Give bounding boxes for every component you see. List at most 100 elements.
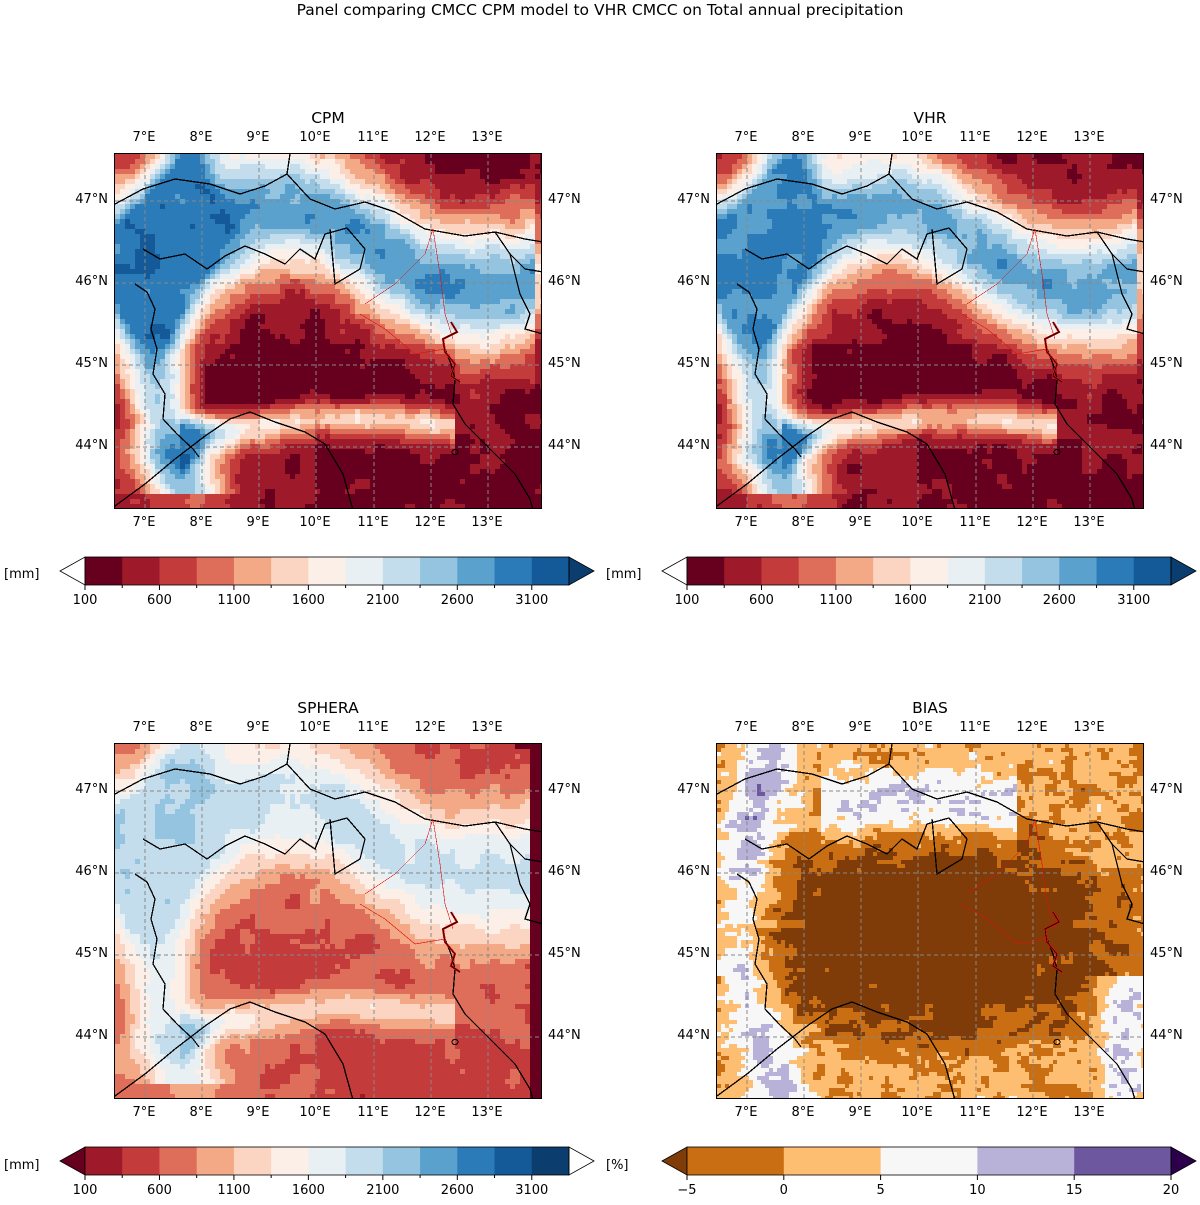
lon-label-bottom: 9°E <box>228 1105 288 1120</box>
colorbar-extend-low <box>662 557 687 585</box>
lon-label-bottom: 11°E <box>945 515 1005 530</box>
lon-label-top: 13°E <box>457 720 517 735</box>
lon-label-bottom: 8°E <box>773 1105 833 1120</box>
colorbar-segment <box>977 1147 1074 1175</box>
lon-label-bottom: 8°E <box>171 1105 231 1120</box>
colorbar-segment <box>985 557 1023 585</box>
lon-label-bottom: 7°E <box>114 1105 174 1120</box>
colorbar-segment <box>197 1147 235 1175</box>
lon-label-top: 7°E <box>716 130 776 145</box>
colorbar-extend-high <box>1171 1147 1196 1175</box>
colorbar-tick-label: 15 <box>1066 1183 1083 1198</box>
lon-label-top: 9°E <box>830 130 890 145</box>
lon-label-top: 8°E <box>773 720 833 735</box>
lat-label-left: 45°N <box>650 946 710 961</box>
map-panel-vhr <box>716 153 1144 509</box>
lat-label-left: 47°N <box>650 782 710 797</box>
colorbar-tick-label: 1100 <box>217 1183 250 1198</box>
colorbar-tick-label: 100 <box>675 593 700 608</box>
colorbar-segment <box>1097 557 1135 585</box>
colorbar-extend-high <box>569 1147 594 1175</box>
colorbar-segment <box>420 557 458 585</box>
colorbar-segment <box>271 557 309 585</box>
lon-label-bottom: 10°E <box>887 515 947 530</box>
colorbar-segment <box>383 1147 421 1175</box>
lat-label-left: 47°N <box>650 192 710 207</box>
colorbar-segment <box>122 1147 160 1175</box>
lat-label-left: 45°N <box>48 356 108 371</box>
lat-label-left: 44°N <box>650 1028 710 1043</box>
lon-label-bottom: 8°E <box>773 515 833 530</box>
lon-label-top: 8°E <box>171 720 231 735</box>
colorbar-segment <box>532 1147 570 1175</box>
colorbar-segment <box>159 557 197 585</box>
lat-label-right: 45°N <box>548 356 581 371</box>
colorbar-tick-label: 600 <box>749 593 774 608</box>
lon-label-bottom: 12°E <box>400 1105 460 1120</box>
colorbar-tick-label: 5 <box>876 1183 884 1198</box>
colorbar-tick-label: 600 <box>147 593 172 608</box>
lon-label-top: 7°E <box>114 720 174 735</box>
lat-label-right: 46°N <box>1150 274 1183 289</box>
lat-label-right: 44°N <box>1150 438 1183 453</box>
lon-label-top: 13°E <box>1059 130 1119 145</box>
colorbar-tick-label: 100 <box>73 593 98 608</box>
lon-label-bottom: 10°E <box>887 1105 947 1120</box>
lon-label-bottom: 13°E <box>457 515 517 530</box>
colorbar-segment <box>159 1147 197 1175</box>
colorbar-segment <box>1074 1147 1171 1175</box>
lon-label-top: 9°E <box>228 130 288 145</box>
lat-label-right: 47°N <box>548 192 581 207</box>
colorbar-segment <box>197 557 235 585</box>
lon-label-top: 10°E <box>887 720 947 735</box>
colorbar-segment <box>122 557 160 585</box>
lon-label-top: 11°E <box>945 720 1005 735</box>
colorbar-extend-low <box>60 557 85 585</box>
colorbar-tick-label: 10 <box>969 1183 986 1198</box>
colorbar-tick-label: 3100 <box>515 1183 548 1198</box>
colorbar-unit-cpm: [mm] <box>4 567 39 582</box>
colorbar-segment <box>234 557 272 585</box>
panel-title-vhr: VHR <box>716 109 1144 127</box>
lon-label-bottom: 10°E <box>285 515 345 530</box>
lat-label-right: 47°N <box>548 782 581 797</box>
colorbar-tick-label: 2600 <box>441 593 474 608</box>
colorbar-segment <box>687 1147 784 1175</box>
colorbar-segment <box>881 1147 978 1175</box>
lon-label-top: 7°E <box>716 720 776 735</box>
colorbar-segment <box>948 557 986 585</box>
lat-label-right: 47°N <box>1150 192 1183 207</box>
colorbar-extend-high <box>1171 557 1196 585</box>
lat-label-left: 47°N <box>48 192 108 207</box>
lon-label-bottom: 7°E <box>716 1105 776 1120</box>
lon-label-top: 12°E <box>400 130 460 145</box>
colorbar-segment <box>836 557 874 585</box>
lon-label-top: 12°E <box>1002 130 1062 145</box>
colorbar-segment <box>346 557 384 585</box>
map-panel-bias <box>716 743 1144 1099</box>
lat-label-right: 47°N <box>1150 782 1183 797</box>
colorbar-segment <box>383 557 421 585</box>
figure-title: Panel comparing CMCC CPM model to VHR CM… <box>0 1 1200 19</box>
colorbar-tick-label: 20 <box>1163 1183 1180 1198</box>
colorbar-segment <box>532 557 570 585</box>
colorbar-unit-vhr: [mm] <box>606 567 641 582</box>
lon-label-top: 8°E <box>773 130 833 145</box>
colorbar-segment <box>873 557 911 585</box>
lon-label-top: 10°E <box>285 720 345 735</box>
colorbar-unit-bias: [%] <box>606 1158 629 1173</box>
lat-label-right: 44°N <box>548 438 581 453</box>
lat-label-right: 46°N <box>548 864 581 879</box>
lat-label-right: 44°N <box>548 1028 581 1043</box>
colorbar-tick-label: 3100 <box>515 593 548 608</box>
lon-label-top: 8°E <box>171 130 231 145</box>
map-panel-sphera <box>114 743 542 1099</box>
lat-label-left: 44°N <box>48 438 108 453</box>
colorbar-tick-label: 2100 <box>366 593 399 608</box>
colorbar-tick-label: 2600 <box>1043 593 1076 608</box>
lon-label-top: 11°E <box>343 720 403 735</box>
lon-label-bottom: 10°E <box>285 1105 345 1120</box>
panel-title-bias: BIAS <box>716 699 1144 717</box>
